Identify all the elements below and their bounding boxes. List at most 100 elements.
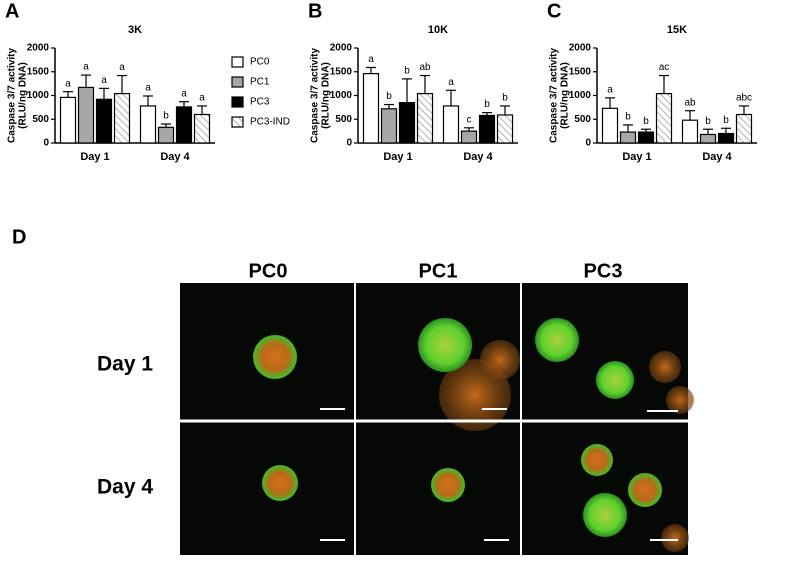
x-tick-label: Day 4 xyxy=(160,151,190,163)
cell xyxy=(262,465,298,501)
significance-letter: a xyxy=(607,85,613,96)
bar xyxy=(380,108,398,144)
cell xyxy=(581,444,613,476)
y-tick-label: 1500 xyxy=(330,66,353,77)
column-label: PC1 xyxy=(419,260,458,282)
bar xyxy=(175,106,193,144)
bar xyxy=(113,92,131,144)
significance-letter: a xyxy=(119,62,125,73)
bar xyxy=(442,105,460,144)
column-label: PC3 xyxy=(584,260,623,282)
bar xyxy=(139,105,157,144)
significance-letter: b xyxy=(484,99,490,110)
row-label: Day 4 xyxy=(97,476,153,499)
x-tick-label: Day 4 xyxy=(702,151,732,163)
significance-letter: b xyxy=(705,116,711,127)
bar xyxy=(619,131,637,144)
chart-title: 3K xyxy=(128,24,142,36)
legend-label: PC3 xyxy=(250,97,270,108)
significance-letter: c xyxy=(467,114,472,125)
y-tick-label: 500 xyxy=(574,114,591,125)
significance-letter: a xyxy=(199,93,205,104)
cell xyxy=(649,351,681,383)
cell xyxy=(253,335,297,379)
legend-label: PC0 xyxy=(250,57,270,68)
y-axis-label: Caspase 3/7 activity xyxy=(7,48,18,143)
significance-letter: abc xyxy=(736,93,752,104)
legend-swatch xyxy=(231,96,244,108)
row-label: Day 1 xyxy=(97,353,153,376)
panel-label: A xyxy=(5,0,19,22)
y-axis-label: (RLU/ng DNA) xyxy=(321,62,332,129)
cell xyxy=(480,340,520,380)
y-tick-label: 1000 xyxy=(330,90,353,101)
bar xyxy=(699,133,717,144)
cell xyxy=(583,493,627,537)
panel-label: B xyxy=(308,0,322,22)
bar xyxy=(637,131,655,144)
significance-letter: b xyxy=(502,93,508,104)
bar xyxy=(735,113,753,144)
y-tick-label: 1000 xyxy=(569,90,592,101)
bar xyxy=(193,113,211,144)
chart-title: 10K xyxy=(428,24,448,36)
cell xyxy=(596,361,634,399)
cell xyxy=(666,386,694,414)
y-tick-label: 0 xyxy=(43,138,49,149)
x-tick-label: Day 1 xyxy=(622,151,651,163)
significance-letter: a xyxy=(65,78,71,89)
legend-swatch xyxy=(231,116,244,128)
bar xyxy=(362,73,380,144)
scale-bars xyxy=(320,408,678,541)
bar xyxy=(681,119,699,144)
panel-label: D xyxy=(12,226,26,248)
significance-letter: ab xyxy=(419,62,431,73)
cell xyxy=(628,473,662,507)
y-axis-label: (RLU/ng DNA) xyxy=(18,62,29,129)
bar xyxy=(478,114,496,144)
significance-letter: b xyxy=(386,91,392,102)
significance-letter: a xyxy=(448,77,454,88)
y-axis-label: (RLU/ng DNA) xyxy=(560,62,571,129)
bar xyxy=(460,130,478,144)
x-tick-label: Day 1 xyxy=(80,151,109,163)
bar xyxy=(77,86,95,144)
legend-label: PC1 xyxy=(250,77,270,88)
y-tick-label: 500 xyxy=(32,114,49,125)
legend-label: PC3-IND xyxy=(250,117,290,128)
bar xyxy=(157,126,175,144)
significance-letter: ac xyxy=(659,62,670,73)
cell xyxy=(661,524,689,552)
y-tick-label: 0 xyxy=(346,138,352,149)
y-tick-label: 2000 xyxy=(569,43,592,54)
significance-letter: a xyxy=(368,54,374,65)
y-tick-label: 0 xyxy=(585,138,591,149)
y-tick-label: 500 xyxy=(335,114,352,125)
significance-letter: b xyxy=(404,66,410,77)
y-tick-label: 1500 xyxy=(27,66,50,77)
legend-swatch xyxy=(231,56,244,68)
significance-letter: b xyxy=(723,115,729,126)
y-axis-label: Caspase 3/7 activity xyxy=(549,48,560,143)
significance-letter: a xyxy=(101,75,107,86)
bar xyxy=(496,114,514,144)
significance-letter: b xyxy=(643,116,649,127)
legend-swatch xyxy=(231,76,244,88)
cell xyxy=(535,318,579,362)
bar xyxy=(717,132,735,144)
significance-letter: b xyxy=(625,112,631,123)
y-tick-label: 1500 xyxy=(569,66,592,77)
significance-letter: a xyxy=(181,88,187,99)
bar xyxy=(398,102,416,144)
cell xyxy=(418,318,472,372)
panel-label: C xyxy=(547,0,561,22)
significance-letter: a xyxy=(83,62,89,73)
x-tick-label: Day 1 xyxy=(383,151,412,163)
bar xyxy=(655,92,673,144)
bar xyxy=(95,98,113,144)
significance-letter: ab xyxy=(684,97,696,108)
chart-title: 15K xyxy=(667,24,687,36)
y-tick-label: 2000 xyxy=(27,43,50,54)
y-tick-label: 2000 xyxy=(330,43,353,54)
significance-letter: a xyxy=(145,83,151,94)
